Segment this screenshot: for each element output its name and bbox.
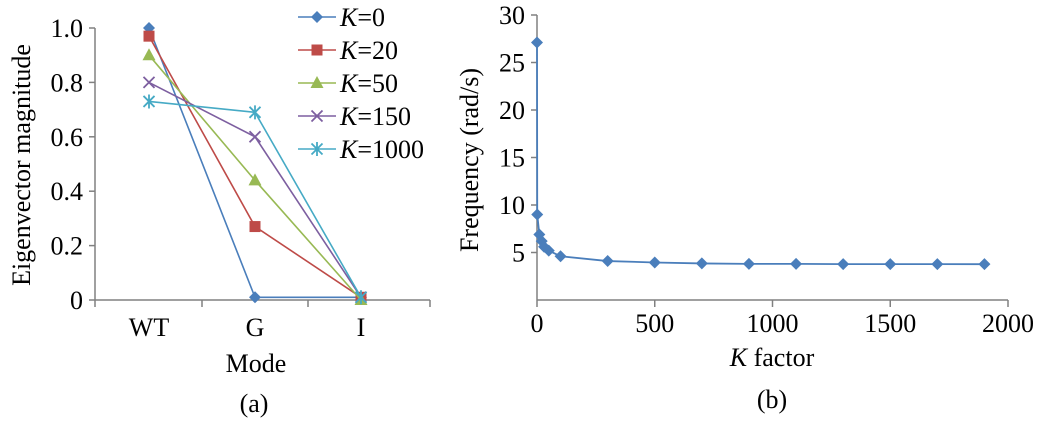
panel-a-x-ticks: WT G I bbox=[94, 300, 431, 342]
panel-b-x-axis-label-var: K bbox=[729, 343, 749, 372]
data-point bbox=[648, 256, 661, 269]
data-point bbox=[354, 290, 368, 305]
data-point bbox=[142, 94, 156, 109]
legend-marker bbox=[311, 11, 323, 23]
panel-b-series bbox=[531, 36, 991, 271]
y-tick-label: 10 bbox=[499, 191, 525, 220]
y-tick-label: 0.4 bbox=[51, 177, 84, 206]
y-tick-label: 0.8 bbox=[51, 68, 84, 97]
y-tick-label: 30 bbox=[499, 1, 525, 30]
x-tick-label: 0 bbox=[531, 309, 544, 338]
panel-b-y-axis-label: Frequency (rad/s) bbox=[455, 68, 484, 252]
panel-a-y-axis-label: Eigenvector magnitude bbox=[7, 44, 36, 286]
y-tick-label: 0 bbox=[70, 286, 83, 315]
legend-marker bbox=[311, 44, 323, 56]
data-point bbox=[248, 130, 262, 143]
data-point bbox=[531, 208, 544, 221]
panel-b: 5 10 15 20 25 30 0 500 1000 1500 2000 Frequency (… bbox=[455, 1, 1034, 414]
y-tick-label: 15 bbox=[499, 144, 525, 173]
data-point bbox=[142, 76, 156, 89]
data-point bbox=[790, 257, 803, 270]
y-tick-label: 0.2 bbox=[51, 232, 84, 261]
panel-a: 0 0.2 0.4 0.6 0.8 1.0 WT G I Eigenvector magnit… bbox=[7, 3, 431, 418]
panel-b-caption: (b) bbox=[757, 385, 787, 414]
data-point bbox=[884, 258, 897, 271]
legend-label: K=50 bbox=[339, 69, 398, 98]
data-point bbox=[742, 257, 755, 270]
y-tick-label: 1.0 bbox=[51, 14, 84, 43]
panel-b-y-ticks: 5 10 15 20 25 30 bbox=[499, 1, 537, 268]
series-line bbox=[536, 42, 985, 266]
panel-b-x-ticks: 0 500 1000 1500 2000 bbox=[531, 300, 1034, 338]
legend-marker bbox=[310, 109, 324, 123]
data-point bbox=[249, 221, 261, 233]
panel-a-x-axis-label: Mode bbox=[226, 349, 287, 378]
x-tick-label: G bbox=[246, 313, 265, 342]
legend-label: K=20 bbox=[339, 36, 398, 65]
data-point bbox=[143, 30, 155, 42]
data-point bbox=[978, 258, 991, 271]
panel-a-series bbox=[142, 22, 368, 305]
x-tick-label: 1000 bbox=[747, 309, 799, 338]
panel-a-y-ticks: 0 0.2 0.4 0.6 0.8 1.0 bbox=[51, 14, 95, 315]
data-point bbox=[695, 257, 708, 270]
data-point bbox=[531, 36, 543, 49]
data-point bbox=[248, 105, 262, 120]
panel-a-caption: (a) bbox=[240, 389, 269, 418]
x-tick-label: WT bbox=[129, 313, 170, 342]
legend-label: K=0 bbox=[339, 3, 385, 32]
data-point bbox=[601, 255, 614, 268]
data-point bbox=[249, 291, 261, 304]
y-tick-label: 20 bbox=[499, 96, 525, 125]
y-tick-label: 5 bbox=[512, 239, 525, 268]
series-line bbox=[148, 35, 362, 298]
x-tick-label: 500 bbox=[635, 309, 674, 338]
x-tick-label: I bbox=[357, 313, 366, 342]
legend-marker bbox=[310, 76, 324, 88]
series-line bbox=[148, 100, 362, 298]
x-tick-label: 1500 bbox=[864, 309, 916, 338]
data-point bbox=[248, 173, 262, 186]
data-point bbox=[542, 244, 555, 257]
legend-label: K=1000 bbox=[339, 135, 424, 164]
panel-a-legend: K=0 K=20 K=50 K=150 K=1000 bbox=[298, 3, 424, 164]
panel-b-x-axis-label-rest: factor bbox=[747, 343, 814, 372]
legend-label: K=150 bbox=[339, 102, 411, 131]
data-point bbox=[554, 250, 567, 263]
legend-marker bbox=[310, 142, 324, 156]
panel-b-x-axis-label: K factor bbox=[729, 343, 815, 372]
data-point bbox=[837, 258, 850, 271]
x-tick-label: 2000 bbox=[982, 309, 1034, 338]
y-tick-label: 25 bbox=[499, 49, 525, 78]
series-line bbox=[148, 27, 361, 299]
data-point bbox=[931, 258, 944, 271]
y-tick-label: 0.6 bbox=[51, 123, 84, 152]
data-point bbox=[142, 48, 156, 61]
